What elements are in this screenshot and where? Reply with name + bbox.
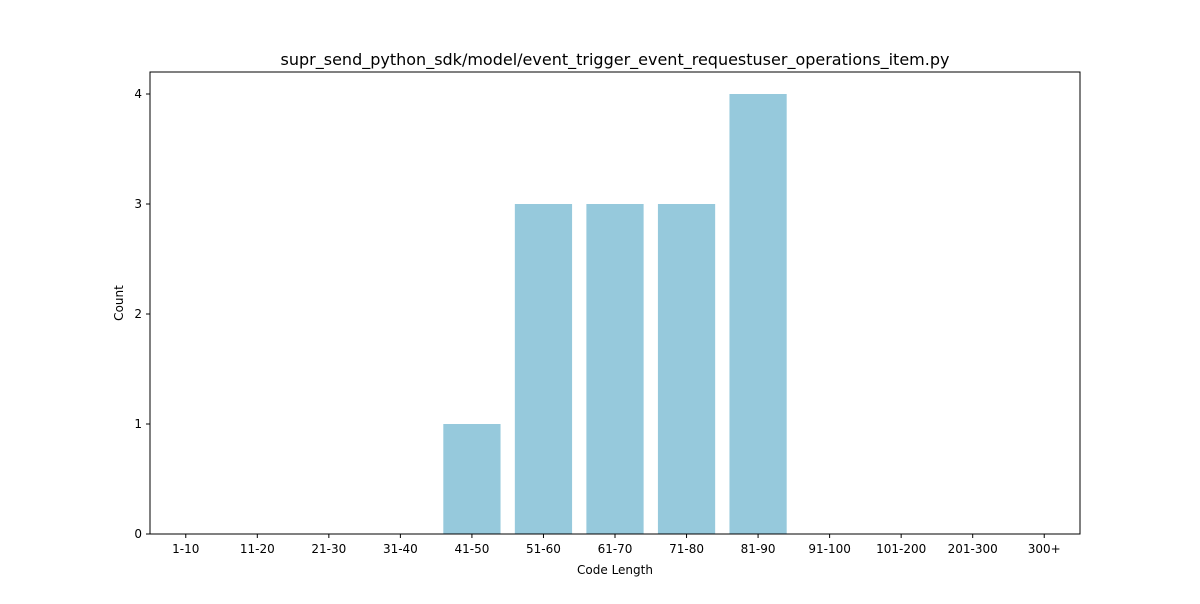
chart-title: supr_send_python_sdk/model/event_trigger… xyxy=(281,50,950,70)
x-axis-tick-label: 81-90 xyxy=(741,542,776,556)
y-axis-tick-label: 2 xyxy=(134,307,142,321)
x-axis-tick-label: 201-300 xyxy=(948,542,998,556)
bar-81-90 xyxy=(729,94,787,534)
x-axis-tick-label: 51-60 xyxy=(526,542,561,556)
x-axis-tick-label: 61-70 xyxy=(598,542,633,556)
x-axis-tick-label: 1-10 xyxy=(172,542,199,556)
y-axis-label: Count xyxy=(112,285,126,321)
bar-51-60 xyxy=(514,204,573,534)
bar-41-50 xyxy=(443,424,501,534)
x-axis-ticks: 1-10 11-20 21-30 31-40 41-50 51-60 61-70 71-80 8… xyxy=(172,534,1061,556)
bar-61-70 xyxy=(586,204,644,534)
x-axis-tick-label: 31-40 xyxy=(383,542,418,556)
y-axis-tick-label: 0 xyxy=(134,527,142,541)
bars-group xyxy=(443,94,787,534)
x-axis-tick-label: 41-50 xyxy=(454,542,489,556)
y-axis-tick-label: 4 xyxy=(134,87,142,101)
bar-71-80 xyxy=(657,204,716,534)
x-axis-tick-label: 300+ xyxy=(1028,542,1061,556)
y-axis-tick-label: 1 xyxy=(134,417,142,431)
x-axis-label: Code Length xyxy=(577,563,653,577)
x-axis-tick-label: 71-80 xyxy=(669,542,704,556)
x-axis-tick-label: 11-20 xyxy=(240,542,275,556)
y-axis-tick-label: 3 xyxy=(134,197,142,211)
y-axis-ticks: 0 1 2 3 4 xyxy=(134,87,150,541)
plot-area-frame xyxy=(149,71,1081,535)
x-axis-tick-label: 101-200 xyxy=(876,542,926,556)
x-axis-tick-label: 91-100 xyxy=(808,542,851,556)
x-axis-tick-label: 21-30 xyxy=(311,542,346,556)
